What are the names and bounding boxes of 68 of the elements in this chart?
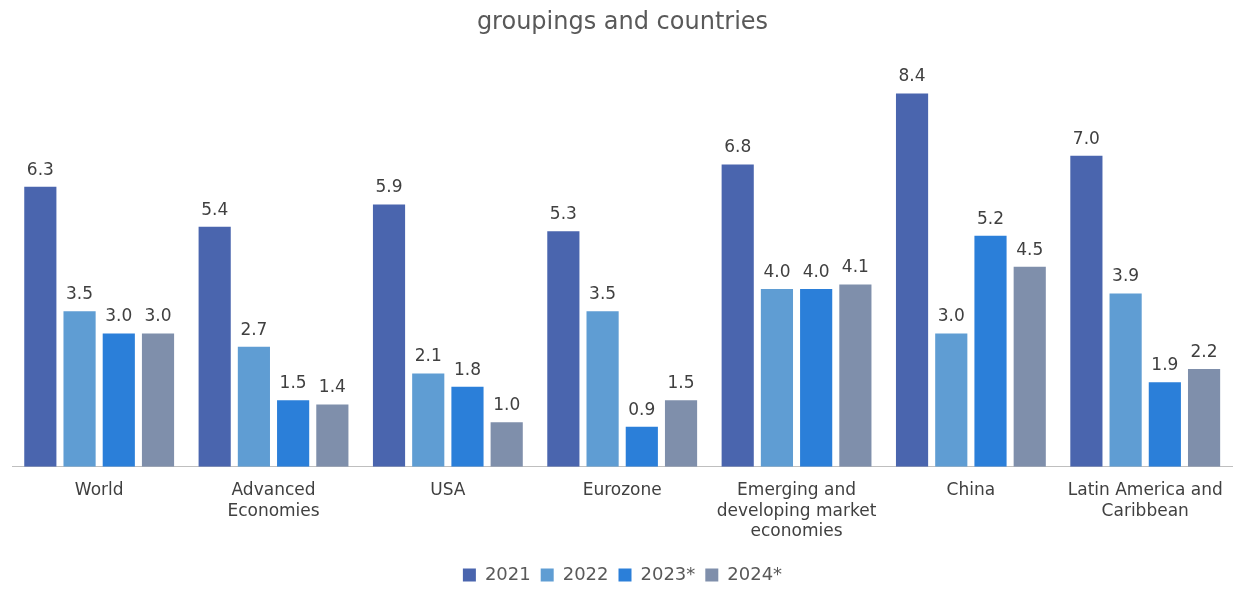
data-label: 4.0 — [802, 260, 830, 281]
bar — [664, 400, 698, 467]
data-label: 3.0 — [144, 305, 172, 326]
x-tick-label: USA — [430, 479, 466, 500]
bar — [141, 333, 175, 467]
data-label: 1.9 — [1151, 354, 1179, 375]
data-label: 1.5 — [279, 372, 307, 393]
x-tick-label: Advanced Economies — [227, 479, 320, 520]
data-label: 1.8 — [453, 358, 481, 379]
legend-label: 2024* — [727, 562, 783, 584]
data-label: 4.1 — [841, 256, 869, 277]
data-label: 5.9 — [375, 176, 403, 197]
data-label: 6.3 — [26, 158, 54, 179]
bar — [237, 346, 270, 467]
legend-label: 2022 — [562, 562, 609, 584]
legend-label: 2021 — [484, 562, 531, 584]
bar — [451, 386, 484, 467]
data-label: 3.0 — [937, 305, 965, 326]
bar — [1013, 266, 1046, 467]
chart-title: groupings and countries — [476, 6, 769, 35]
data-label: 1.4 — [318, 376, 346, 397]
bar — [63, 311, 96, 467]
data-label: 2.2 — [1190, 340, 1218, 361]
data-label: 3.5 — [66, 283, 94, 304]
data-label: 8.4 — [898, 65, 926, 86]
bar — [1187, 369, 1221, 467]
bar — [935, 333, 968, 467]
data-label: 6.8 — [724, 136, 752, 157]
x-tick-label: Eurozone — [582, 479, 662, 500]
bar — [839, 284, 872, 467]
data-label: 3.0 — [105, 305, 133, 326]
data-label: 1.5 — [667, 372, 695, 393]
data-label: 7.0 — [1072, 127, 1100, 148]
data-label: 5.4 — [201, 198, 229, 219]
bar — [974, 235, 1007, 467]
legend-label: 2023* — [640, 562, 696, 584]
data-label: 1.0 — [493, 394, 521, 415]
data-label: 4.0 — [763, 260, 791, 281]
bar — [1109, 293, 1142, 467]
data-label: 3.5 — [589, 283, 617, 304]
bar — [198, 226, 231, 467]
data-label: 3.9 — [1112, 265, 1140, 286]
data-label: 5.3 — [549, 203, 577, 224]
bar — [316, 404, 349, 467]
data-label: 4.5 — [1016, 238, 1044, 259]
bar — [277, 400, 310, 467]
bar — [760, 289, 794, 467]
bar — [490, 422, 523, 467]
bar — [102, 333, 135, 467]
bar — [1148, 382, 1181, 467]
data-label: 2.7 — [240, 318, 268, 339]
bar — [1070, 155, 1103, 467]
bar — [721, 164, 754, 467]
bar — [412, 373, 445, 467]
x-tick-label: Latin America and Caribbean — [1067, 479, 1223, 520]
bar — [895, 93, 929, 467]
x-tick-label: Emerging and developing market economies — [716, 479, 877, 541]
x-tick-label: World — [74, 479, 124, 500]
data-label: 2.1 — [414, 345, 442, 366]
bar — [800, 289, 833, 467]
bar — [586, 311, 619, 467]
bar — [24, 186, 57, 467]
bar — [372, 204, 406, 467]
bar — [625, 426, 658, 467]
data-label: 0.9 — [628, 398, 656, 419]
data-label: 5.2 — [976, 207, 1005, 228]
bar — [547, 231, 580, 467]
x-tick-label: China — [946, 479, 996, 500]
